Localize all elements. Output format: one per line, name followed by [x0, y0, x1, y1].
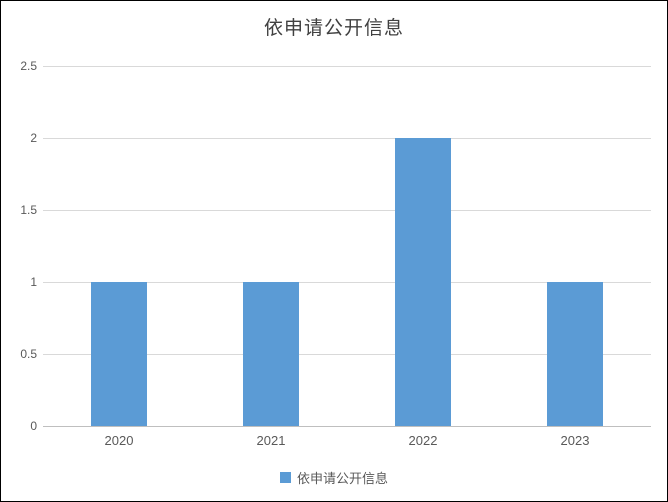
bar — [395, 138, 451, 426]
x-tick-label: 2023 — [560, 433, 590, 448]
legend-label: 依申请公开信息 — [296, 471, 388, 486]
x-tick-label: 2020 — [104, 433, 134, 448]
gridline — [43, 210, 651, 211]
y-tick-label: 1 — [30, 275, 37, 289]
legend-swatch-icon — [279, 472, 291, 483]
y-tick-label: 0.5 — [20, 347, 37, 361]
y-tick-label: 2 — [30, 131, 37, 145]
chart-title: 依申请公开信息 — [263, 18, 404, 39]
plot-area — [43, 66, 651, 427]
gridline — [43, 282, 651, 283]
gridline — [43, 138, 651, 139]
x-tick-label: 2021 — [256, 433, 286, 448]
y-tick-label: 1.5 — [20, 203, 37, 217]
y-tick-label: 0 — [30, 419, 37, 433]
y-tick-label: 2.5 — [20, 59, 37, 73]
gridline — [43, 354, 651, 355]
x-tick-label: 2022 — [408, 433, 438, 448]
x-axis-line — [43, 426, 651, 427]
legend: 依申请公开信息 — [1, 468, 667, 487]
gridline — [43, 66, 651, 67]
bar — [243, 282, 299, 426]
bar — [547, 282, 603, 426]
bar — [91, 282, 147, 426]
